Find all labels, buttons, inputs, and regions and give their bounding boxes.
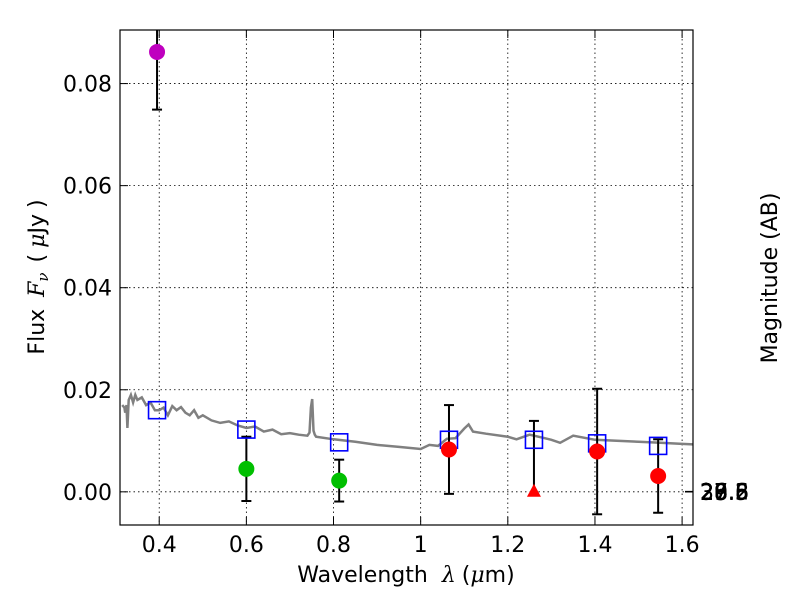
model-photometry-square (237, 420, 256, 439)
magnitude-tick-label: 30 (700, 481, 728, 506)
magnitude-tick-label: 27.5 (700, 481, 749, 506)
x-axis-unit-rest: m) (485, 563, 515, 588)
model-photometry-square (648, 436, 668, 456)
x-axis-label-lambda: λ (441, 563, 456, 588)
observed-photometry-points (149, 43, 667, 497)
observed-photometry-point (149, 43, 166, 60)
model-spectrum-line (121, 391, 693, 451)
y-tick-label: 0.08 (63, 73, 112, 98)
x-axis-label-text: Wavelength (297, 563, 428, 588)
y-axis-unit-open: ( (25, 254, 50, 263)
x-axis-ticks: 0.4 0.6 0.8 1 1.2 1.4 1.6 (142, 30, 700, 558)
observed-photometry-point (650, 468, 667, 485)
x-tick-label: 1 (414, 533, 428, 558)
y-axis-label-text: Flux (25, 309, 50, 355)
magnitude-tick-label: 27.2 (700, 481, 749, 506)
x-tick-label: 1.6 (665, 533, 700, 558)
model-photometry-square (147, 400, 167, 420)
model-photometry-square (329, 433, 349, 452)
magnitude-tick-label: 28 (700, 481, 728, 506)
y-axis-unit-jy: Jy (25, 214, 50, 236)
magnitude-tick-label: 28.5 (700, 481, 749, 506)
y-tick-label: 0.06 (63, 175, 112, 200)
x-axis-unit-mu: μ (470, 563, 484, 588)
y-axis-unit-close: ) (25, 199, 50, 208)
y-axis-unit-mu: μ (25, 234, 50, 248)
magnitude-tick-label: 27 (700, 481, 728, 506)
y-axis-label: Flux Fν ( μJy) (25, 199, 52, 354)
y-axis-label-f: F (25, 281, 50, 298)
model-photometry-squares (147, 400, 668, 456)
x-tick-label: 0.6 (229, 533, 264, 558)
model-photometry-square (524, 430, 544, 450)
x-tick-label: 1.2 (490, 533, 525, 558)
observed-upper-limit-triangle (526, 483, 541, 497)
right-axis-label: Magnitude (AB) (758, 193, 783, 364)
x-axis-unit-open: ( (462, 563, 471, 588)
magnitude-tick-label: 26.6 (700, 480, 749, 505)
observed-photometry-point (331, 472, 348, 489)
plot-frame (119, 29, 694, 526)
y-tick-label: 0.04 (63, 277, 112, 302)
x-tick-label: 0.8 (316, 533, 351, 558)
x-axis-label: Wavelength λ (μm) (297, 563, 514, 588)
observed-photometry-point (440, 441, 457, 458)
magnitude-tick-label: 26.8 (700, 480, 749, 505)
observed-photometry-point (238, 460, 255, 477)
x-tick-label: 0.4 (142, 533, 177, 558)
y-tick-label: 0.00 (63, 481, 112, 506)
x-tick-label: 1.4 (577, 533, 612, 558)
magnitude-tick-label: 29 (700, 481, 728, 506)
observed-photometry-point (589, 443, 606, 460)
y-axis-ticks: 0.00 0.02 0.04 0.06 0.08 (63, 73, 128, 506)
y-tick-label: 0.02 (63, 379, 112, 404)
y-axis-label-nu: ν (34, 272, 52, 281)
plot-area (121, 30, 693, 516)
